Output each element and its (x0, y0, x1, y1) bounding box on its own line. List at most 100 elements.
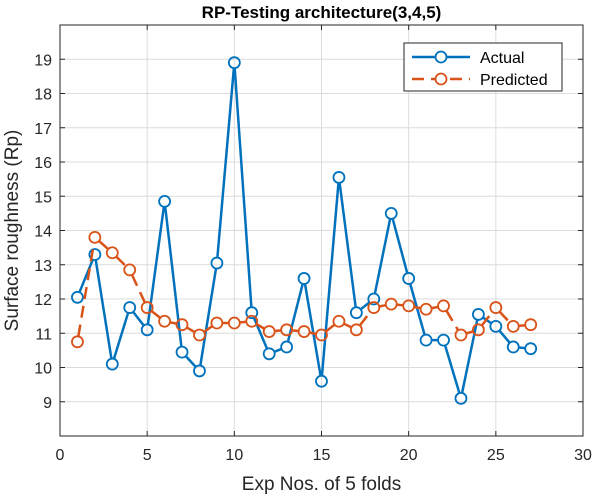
series-actual-point (123, 301, 137, 314)
x-tick-label: 25 (487, 447, 505, 464)
x-tick-label: 30 (574, 447, 592, 464)
x-tick-label: 15 (313, 447, 331, 464)
series-actual-point (175, 345, 189, 359)
series-predicted-segment (98, 240, 110, 251)
series-actual-point (140, 323, 154, 337)
series-predicted-point (524, 318, 538, 332)
y-tick-label: 13 (34, 258, 52, 275)
series-actual-point (454, 391, 468, 405)
series-predicted-segment (255, 322, 266, 330)
series-predicted-segment (378, 303, 387, 308)
series-predicted-segment (291, 329, 299, 333)
x-tick-label: 5 (143, 447, 152, 464)
series-predicted-point (227, 316, 241, 330)
series-actual-segment (112, 312, 130, 360)
series-actual-segment (184, 355, 197, 368)
series-predicted-segment (203, 325, 214, 333)
series-actual-point (71, 290, 84, 304)
series-predicted-point (471, 323, 485, 337)
series-actual-segment (163, 206, 183, 347)
series-actual-point (193, 364, 206, 378)
series-actual-segment (78, 259, 94, 293)
series-actual-segment (303, 283, 322, 376)
series-predicted-point (123, 263, 137, 277)
series-predicted-segment (431, 305, 439, 310)
series-actual-point (210, 256, 224, 270)
legend-item-predicted: Predicted (412, 72, 548, 89)
series-predicted-point (297, 325, 311, 338)
series-actual-segment (233, 68, 253, 308)
series-predicted-segment (358, 311, 372, 327)
series-predicted-segment (445, 309, 460, 331)
series-actual-segment (94, 259, 113, 359)
series-predicted-segment (186, 326, 196, 334)
series-predicted-point (402, 299, 416, 313)
series-actual-point (506, 340, 520, 354)
legend-label-predicted: Predicted (480, 72, 548, 89)
y-tick-label: 10 (34, 361, 52, 378)
series-actual (71, 56, 538, 405)
series-actual-segment (320, 182, 340, 376)
series-actual-segment (498, 329, 511, 344)
series-actual-segment (408, 283, 426, 336)
series-predicted-segment (325, 323, 336, 333)
series-actual-segment (132, 311, 145, 327)
series-actual-point (280, 340, 294, 354)
series-actual-point (332, 171, 346, 184)
series-actual-point (262, 347, 276, 361)
series-actual-point (489, 319, 503, 333)
series-predicted-point (262, 325, 276, 338)
series-predicted-point (332, 314, 346, 328)
series-predicted-segment (465, 330, 474, 335)
series-predicted-segment (498, 310, 511, 324)
series-actual-point (524, 342, 538, 356)
series-predicted-segment (169, 321, 177, 325)
legend-item-actual: Actual (412, 50, 524, 67)
series-predicted-point (419, 302, 433, 316)
series-predicted-segment (77, 242, 96, 337)
series-actual-segment (391, 218, 409, 274)
series-actual-point (158, 194, 172, 208)
series-predicted-point (454, 328, 468, 342)
series-predicted-segment (518, 323, 526, 328)
series-predicted-point (489, 301, 503, 314)
series-actual-segment (273, 347, 282, 353)
series-predicted-point (437, 299, 450, 313)
y-tick-label: 16 (34, 155, 52, 172)
grid (60, 25, 583, 436)
series-predicted-point (158, 314, 172, 328)
series-actual-point (245, 306, 259, 320)
series-layer (71, 56, 538, 405)
series-actual-segment (338, 182, 357, 308)
series-predicted-point (210, 316, 224, 330)
series-predicted-segment (115, 255, 127, 267)
series-predicted-segment (343, 322, 352, 329)
series-predicted-point (280, 323, 294, 337)
y-tick-label: 11 (35, 326, 52, 343)
series-actual-point (315, 374, 328, 388)
x-axis-label: Exp Nos. of 5 folds (242, 474, 401, 495)
series-actual-point (471, 308, 485, 321)
series-predicted-point (175, 318, 189, 332)
series-predicted-segment (150, 309, 162, 319)
series-actual-segment (199, 268, 218, 366)
x-tick-label: 0 (56, 447, 65, 464)
series-actual-segment (359, 301, 371, 311)
series-actual-segment (373, 218, 392, 294)
series-predicted-segment (309, 331, 317, 336)
series-predicted-segment (413, 305, 421, 310)
y-tick-label: 14 (34, 224, 52, 241)
series-actual-segment (443, 345, 461, 394)
legend: Actual Predicted (403, 42, 563, 92)
x-tick-label: 20 (400, 447, 418, 464)
series-actual-point (297, 272, 311, 285)
series-actual-point (402, 272, 416, 285)
y-tick-label: 17 (34, 121, 52, 138)
y-tick-label: 18 (34, 87, 52, 104)
series-actual-segment (286, 283, 304, 342)
legend-label-actual: Actual (480, 50, 524, 67)
series-predicted-point (140, 301, 154, 314)
series-predicted-point (384, 297, 398, 311)
series-actual-segment (518, 346, 526, 350)
